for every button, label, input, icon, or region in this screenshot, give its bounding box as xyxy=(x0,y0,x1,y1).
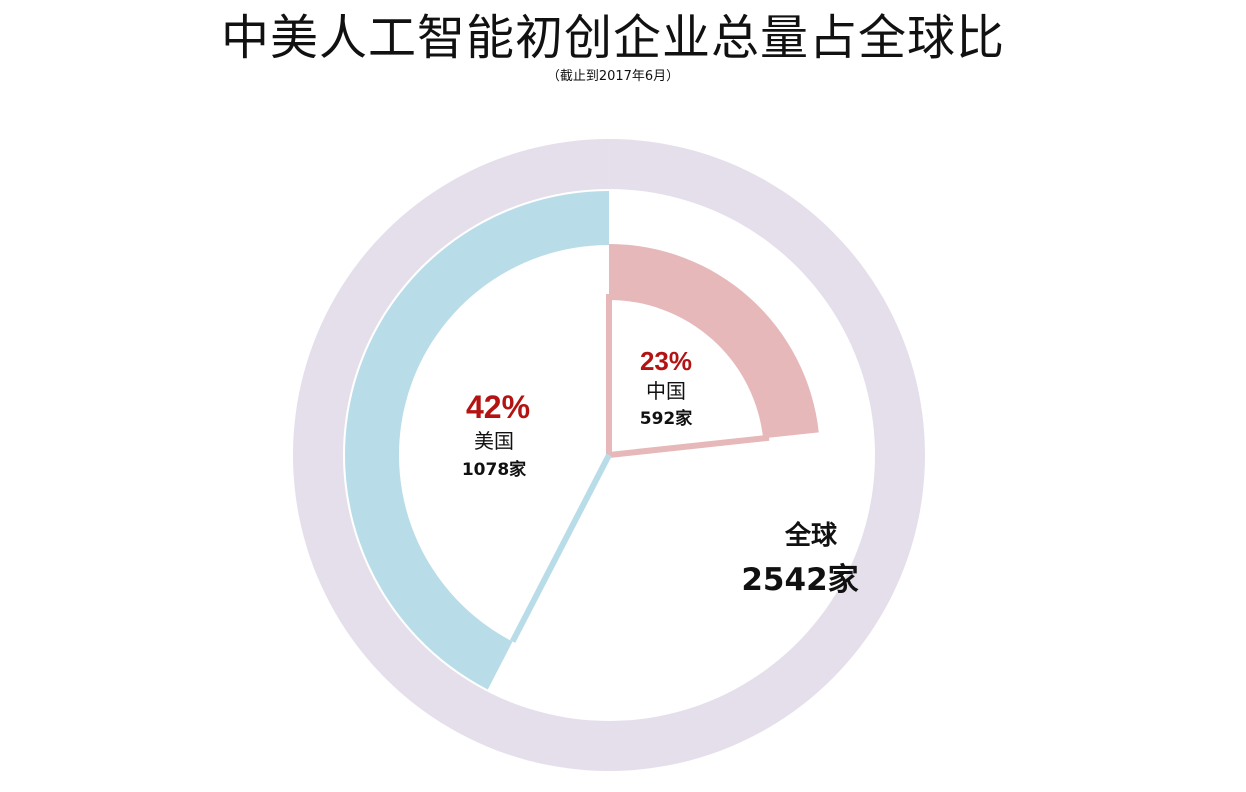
china-name-label: 中国 xyxy=(646,379,686,403)
global-total-label: 2542家 xyxy=(741,562,858,598)
usa-percent-label: 42% xyxy=(466,389,530,425)
china-percent-label: 23% xyxy=(640,346,692,376)
usa-name-label: 美国 xyxy=(474,429,514,453)
chart-marks xyxy=(292,139,925,771)
china-slice xyxy=(609,244,819,439)
global-label: 全球 xyxy=(784,520,838,551)
chart-subtitle: （截止到2017年6月） xyxy=(546,69,680,84)
usa-slice xyxy=(344,191,609,690)
usa-count-label: 1078家 xyxy=(462,459,526,480)
china-count-label: 592家 xyxy=(640,408,693,429)
usa-slice-edge xyxy=(509,453,612,643)
china-slice-inner xyxy=(606,293,770,459)
chart-title: 中美人工智能初创企业总量占全球比 xyxy=(220,10,1005,66)
